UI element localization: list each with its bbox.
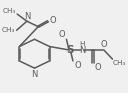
Text: N: N xyxy=(79,46,85,55)
Text: O: O xyxy=(49,16,56,25)
Text: H: H xyxy=(79,40,85,46)
Text: S: S xyxy=(66,45,73,55)
Text: O: O xyxy=(100,40,107,49)
Text: N: N xyxy=(24,12,30,21)
Text: CH₃: CH₃ xyxy=(113,60,126,66)
Text: CH₃: CH₃ xyxy=(2,27,15,33)
Text: O: O xyxy=(59,30,65,39)
Text: CH₃: CH₃ xyxy=(3,8,16,14)
Text: O: O xyxy=(74,61,81,70)
Text: O: O xyxy=(94,63,101,72)
Text: N: N xyxy=(31,70,38,79)
